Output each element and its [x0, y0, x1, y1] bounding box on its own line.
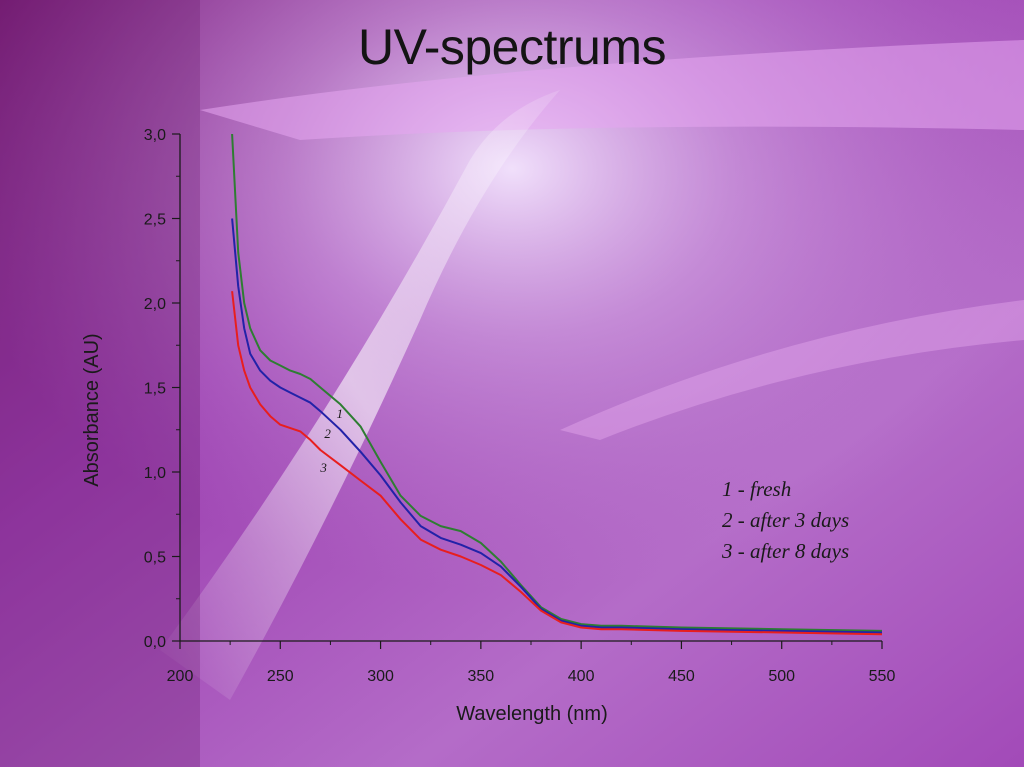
x-tick-label: 250 — [267, 668, 294, 685]
legend-entry: 2 - after 3 days — [722, 508, 849, 532]
y-tick-label: 0,0 — [144, 634, 166, 651]
legend-entry: 1 - fresh — [722, 477, 791, 501]
y-tick-label: 2,0 — [144, 296, 166, 313]
curve-label-3: 3 — [319, 460, 327, 475]
x-axis-title: Wavelength (nm) — [456, 703, 608, 725]
axes: 200 250 300 350 400 450 500 550 0,0 0,5 1,0 1,5 2,0 2… — [144, 127, 896, 685]
y-tick-label: 1,0 — [144, 465, 166, 482]
x-tick-label: 350 — [468, 668, 495, 685]
curve-label-1: 1 — [336, 406, 343, 421]
series-line-1 — [231, 133, 883, 632]
legend: 1 - fresh 2 - after 3 days 3 - after 8 day… — [721, 477, 849, 563]
x-tick-label: 300 — [367, 668, 394, 685]
y-axis-title: Absorbance (AU) — [81, 333, 103, 486]
legend-entry: 3 - after 8 days — [721, 539, 849, 563]
x-tick-label: 550 — [869, 668, 896, 685]
slide-title: UV-spectrums — [358, 19, 666, 75]
y-tick-label: 0,5 — [144, 550, 166, 567]
y-tick-label: 1,5 — [144, 381, 166, 398]
curve-label-2: 2 — [324, 426, 331, 441]
x-tick-label: 400 — [568, 668, 595, 685]
series-line-3 — [231, 291, 883, 636]
y-tick-label: 2,5 — [144, 212, 166, 229]
series-line-2 — [231, 218, 883, 634]
curves: 12 3 — [231, 133, 883, 636]
x-tick-label: 200 — [167, 668, 194, 685]
y-tick-label: 3,0 — [144, 127, 166, 144]
x-tick-label: 500 — [768, 668, 795, 685]
x-tick-label: 450 — [668, 668, 695, 685]
